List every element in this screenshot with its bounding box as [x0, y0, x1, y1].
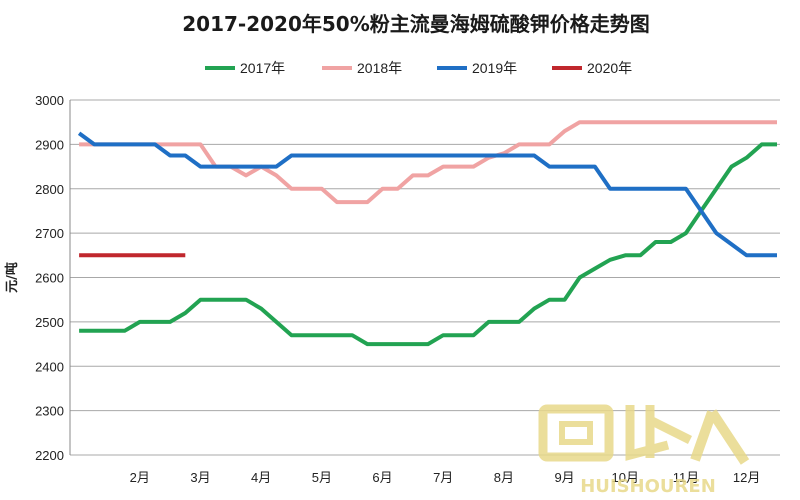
chart-title: 2017-2020年50%粉主流曼海姆硫酸钾价格走势图 — [182, 12, 650, 36]
x-tick-label: 2月 — [130, 470, 150, 485]
x-tick-label: 11月 — [673, 470, 700, 485]
series-line-2017年 — [79, 142, 777, 347]
legend-label: 2017年 — [240, 60, 285, 76]
y-tick-label: 2300 — [35, 404, 64, 419]
x-tick-label: 8月 — [494, 470, 514, 485]
series-line-2018年 — [79, 120, 777, 205]
x-tick-label: 9月 — [554, 470, 574, 485]
series-lines — [77, 120, 777, 347]
watermark-shou-shape — [625, 405, 693, 461]
y-tick-label: 2400 — [35, 359, 64, 374]
x-tick-label: 7月 — [433, 470, 453, 485]
series-line-2019年 — [77, 131, 777, 258]
y-tick-label: 2900 — [35, 137, 64, 152]
x-tick-label: 10月 — [612, 470, 639, 485]
y-tick-label: 2700 — [35, 226, 64, 241]
legend-label: 2018年 — [357, 60, 402, 76]
x-tick-label: 3月 — [190, 470, 210, 485]
grid — [70, 99, 780, 456]
y-tick-label: 2200 — [35, 448, 64, 463]
legend: 2017年 2018年 2019年 2020年 — [205, 60, 632, 76]
y-tick-label: 2500 — [35, 315, 64, 330]
x-tick-label: 6月 — [372, 470, 392, 485]
x-tick-label: 5月 — [312, 470, 332, 485]
watermark-inner-shape — [559, 421, 593, 445]
watermark-box-shape — [538, 404, 614, 462]
x-tick-label: 4月 — [251, 470, 271, 485]
legend-label: 2019年 — [472, 60, 517, 76]
y-tick-label: 2600 — [35, 271, 64, 286]
y-tick-label: 3000 — [35, 93, 64, 108]
axes: 2200 2300 2400 2500 2600 2700 2800 2900 3000 2月 3月… — [4, 93, 760, 485]
y-tick-label: 2800 — [35, 182, 64, 197]
y-axis-label: 元/吨 — [4, 262, 20, 293]
watermark-logo: HUISHOUREN — [538, 404, 750, 497]
watermark-ren-shape — [690, 409, 750, 465]
watermark-subtext: HUISHOUREN — [580, 476, 716, 497]
legend-label: 2020年 — [587, 60, 632, 76]
x-tick-label: 12月 — [733, 470, 760, 485]
